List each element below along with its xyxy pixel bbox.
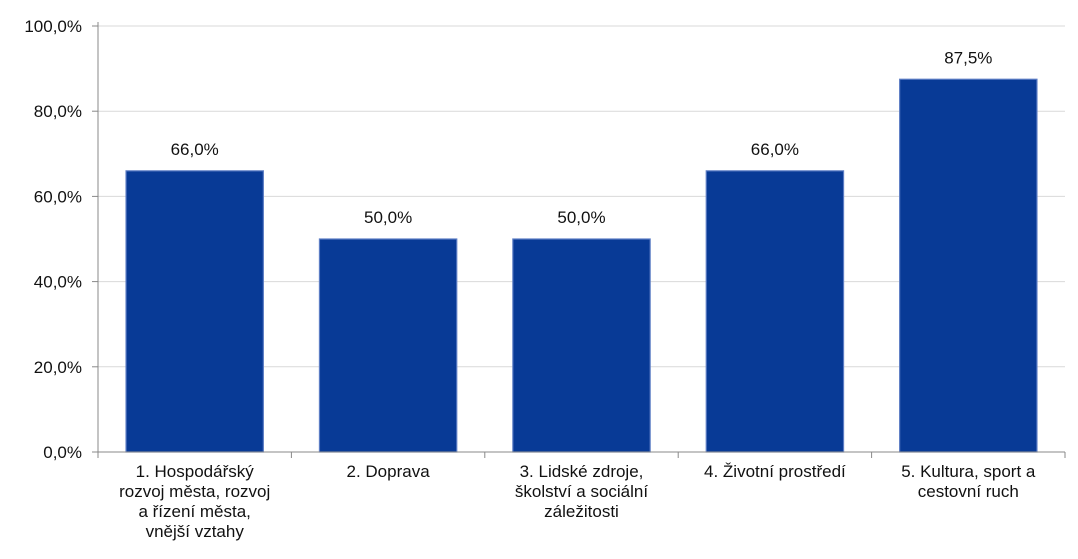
x-tick-label: 1. Hospodářský rozvoj města, rozvoj a ří…: [119, 462, 271, 541]
axes: [97, 22, 1066, 458]
y-tick-label: 20,0%: [34, 358, 82, 377]
y-axis-ticks: 0,0% 20,0% 40,0% 60,0% 80,0% 100,0%: [24, 17, 98, 462]
data-labels: 66,0% 50,0% 50,0% 66,0% 87,5%: [171, 48, 993, 227]
y-tick-label: 40,0%: [34, 273, 82, 292]
bar: [899, 78, 1038, 453]
y-tick-label: 60,0%: [34, 187, 82, 206]
x-tick-label: 3. Lidské zdroje, školství a sociální zá…: [514, 462, 649, 521]
x-tick-label: 2. Doprava: [346, 462, 430, 481]
data-label: 50,0%: [364, 208, 412, 227]
y-tick-label: 80,0%: [34, 102, 82, 121]
bar: [705, 170, 845, 453]
bar: [125, 170, 264, 453]
bars: [125, 78, 1038, 453]
bar: [318, 238, 458, 453]
x-tick-label: 5. Kultura, sport a cestovní ruch: [901, 462, 1036, 501]
data-label: 87,5%: [944, 48, 992, 67]
y-tick-label: 100,0%: [24, 17, 82, 36]
y-tick-label: 0,0%: [43, 443, 82, 462]
bar: [512, 238, 651, 453]
x-tick-label: 4. Životní prostředí: [704, 462, 846, 481]
data-label: 50,0%: [557, 208, 605, 227]
data-label: 66,0%: [751, 140, 799, 159]
data-label: 66,0%: [171, 140, 219, 159]
